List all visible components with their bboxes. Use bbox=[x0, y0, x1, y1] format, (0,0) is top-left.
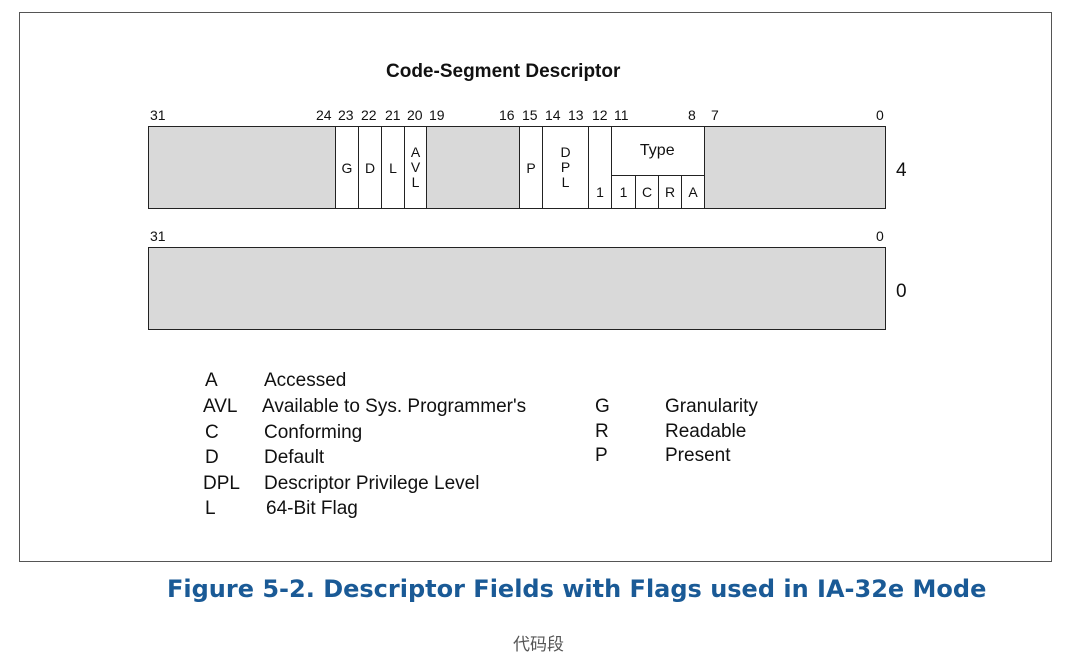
bit-number: 31 bbox=[150, 107, 166, 123]
legend-abbr: L bbox=[205, 498, 216, 519]
bit-number: 0 bbox=[876, 107, 884, 123]
bit-number: 15 bbox=[522, 107, 538, 123]
legend-abbr: A bbox=[205, 370, 218, 391]
dpl-letter: L bbox=[561, 174, 570, 190]
descriptor-lower-dword bbox=[148, 247, 886, 330]
bit-number: 7 bbox=[711, 107, 719, 123]
legend-abbr: P bbox=[595, 445, 608, 466]
bit-number: 31 bbox=[150, 228, 166, 244]
field-type: Type 1 C R A bbox=[610, 127, 705, 208]
bit-number: 0 bbox=[876, 228, 884, 244]
type-label: Type bbox=[610, 127, 704, 176]
field-g: G bbox=[335, 127, 358, 208]
legend-desc: Accessed bbox=[264, 370, 347, 391]
legend-desc: Present bbox=[665, 445, 731, 466]
field-s-bit: 1 bbox=[588, 127, 611, 208]
legend-abbr: D bbox=[205, 447, 219, 468]
field-avl: A V L bbox=[404, 127, 427, 208]
bit-number: 22 bbox=[361, 107, 377, 123]
legend-desc: Descriptor Privilege Level bbox=[264, 473, 480, 494]
bit-number: 19 bbox=[429, 107, 445, 123]
legend-desc: Readable bbox=[665, 421, 747, 442]
bit-number: 23 bbox=[338, 107, 354, 123]
page-footer-text: 代码段 bbox=[513, 635, 564, 655]
field-p: P bbox=[519, 127, 542, 208]
bit-number: 11 bbox=[614, 107, 629, 123]
dpl-letter: P bbox=[560, 159, 571, 175]
bit-number: 24 bbox=[316, 107, 332, 123]
legend-abbr: R bbox=[595, 421, 609, 442]
avl-letter: V bbox=[410, 159, 421, 175]
legend-desc: Available to Sys. Programmer's bbox=[262, 396, 527, 417]
diagram-title: Code-Segment Descriptor bbox=[386, 61, 621, 82]
bit-number: 8 bbox=[688, 107, 696, 123]
legend-desc: 64-Bit Flag bbox=[266, 498, 358, 519]
legend-desc: Conforming bbox=[264, 422, 363, 443]
bit-number: 16 bbox=[499, 107, 515, 123]
field-d: D bbox=[358, 127, 381, 208]
bit-number: 13 bbox=[568, 107, 584, 123]
avl-letter: A bbox=[410, 144, 421, 160]
legend-abbr: C bbox=[205, 422, 219, 443]
type-bit-a: A bbox=[681, 176, 704, 208]
type-bit-c: C bbox=[635, 176, 658, 208]
field-l: L bbox=[381, 127, 404, 208]
dpl-letter: D bbox=[560, 144, 571, 160]
type-bit: 1 bbox=[619, 184, 628, 200]
legend-abbr: G bbox=[595, 396, 610, 417]
legend-desc: Default bbox=[264, 447, 325, 468]
descriptor-upper-dword: G D L A V L P D P L 1 Type 1 C R A bbox=[148, 126, 886, 209]
figure-caption: Figure 5-2. Descriptor Fields with Flags… bbox=[167, 575, 987, 603]
legend-abbr: AVL bbox=[203, 396, 238, 417]
legend-desc: Granularity bbox=[665, 396, 758, 417]
bit-number: 12 bbox=[592, 107, 608, 123]
bit-number: 20 bbox=[407, 107, 423, 123]
bit-number: 21 bbox=[385, 107, 401, 123]
avl-letter: L bbox=[411, 174, 420, 190]
row-offset-label: 4 bbox=[896, 160, 907, 181]
bit-number: 14 bbox=[545, 107, 561, 123]
legend-abbr: DPL bbox=[203, 473, 240, 494]
type-bit-r: R bbox=[658, 176, 681, 208]
field-dpl: D P L bbox=[542, 127, 588, 208]
row-offset-label: 0 bbox=[896, 281, 907, 302]
